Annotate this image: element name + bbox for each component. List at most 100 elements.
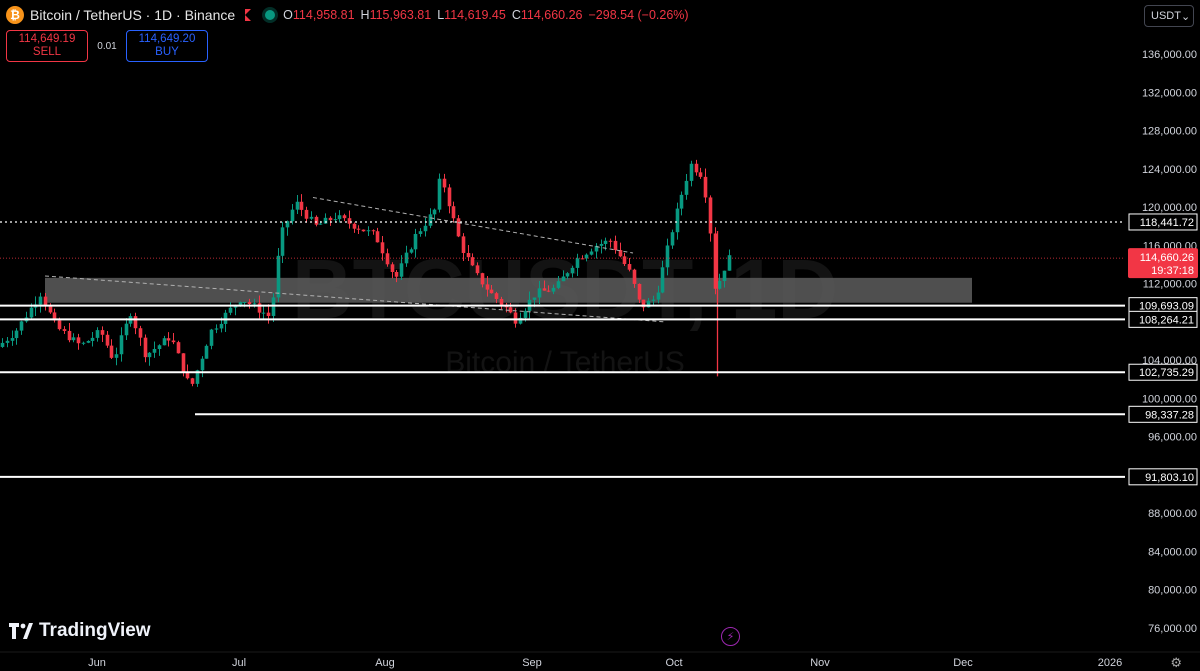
- candle-body: [489, 289, 494, 294]
- candle-body: [162, 338, 167, 346]
- candle-body: [437, 178, 442, 210]
- candle-body: [76, 337, 81, 344]
- candle-body: [622, 256, 627, 265]
- candle-body: [266, 312, 271, 316]
- gear-icon[interactable]: ⚙: [1170, 655, 1182, 670]
- candle-body: [257, 303, 262, 313]
- candle-body: [546, 290, 551, 292]
- price-tick-label: 80,000.00: [1148, 585, 1197, 597]
- currency-value: USDT: [1151, 10, 1181, 22]
- candle-body: [447, 187, 452, 207]
- candle-body: [627, 264, 632, 270]
- candle-body: [138, 328, 143, 338]
- time-tick-label: 2026: [1098, 657, 1122, 669]
- candle-body: [81, 342, 86, 344]
- market-open-status-icon: [265, 10, 276, 20]
- candle-body: [409, 249, 414, 253]
- candle-body: [713, 233, 718, 289]
- candle-body: [119, 335, 124, 355]
- flag-icon[interactable]: [245, 9, 252, 21]
- candle-body: [394, 271, 399, 277]
- candle-body: [532, 297, 537, 300]
- candle-body: [499, 298, 504, 305]
- candle-body: [594, 245, 599, 252]
- candle-body: [551, 287, 556, 292]
- sell-button[interactable]: 114,649.19 SELL: [6, 30, 88, 62]
- tradingview-logo[interactable]: TradingView: [9, 620, 151, 642]
- candle-body: [171, 340, 176, 343]
- candle-body: [19, 321, 24, 331]
- candle-body: [565, 273, 570, 277]
- candle-body: [214, 328, 219, 330]
- candle-body: [366, 230, 371, 232]
- candle-body: [670, 232, 675, 246]
- current-price-label: 114,660.26: [1140, 252, 1194, 264]
- time-tick-label: Oct: [665, 657, 682, 669]
- price-tick-label: 136,000.00: [1142, 49, 1197, 61]
- candle-body: [523, 310, 528, 318]
- candle-body: [200, 358, 205, 371]
- candle-body: [679, 194, 684, 209]
- candle-body: [100, 330, 105, 335]
- candle-body: [413, 233, 418, 250]
- bitcoin-icon: ₿: [6, 6, 24, 24]
- level-label: 108,264.21: [1139, 314, 1194, 326]
- candle-body: [252, 303, 257, 305]
- candle-body: [14, 330, 19, 339]
- candle-body: [380, 242, 385, 254]
- buy-label: BUY: [155, 46, 179, 58]
- candle-body: [157, 345, 162, 350]
- candle-body: [428, 214, 433, 226]
- level-label: 91,803.10: [1145, 472, 1194, 484]
- candle-body: [295, 201, 300, 210]
- candle-body: [114, 354, 119, 358]
- candle-body: [646, 300, 651, 308]
- candle-body: [675, 208, 680, 233]
- candle-body: [651, 299, 656, 301]
- candle-body: [0, 342, 5, 347]
- candle-body: [698, 172, 703, 177]
- buy-button[interactable]: 114,649.20 BUY: [126, 30, 208, 62]
- open-key: O: [283, 8, 293, 22]
- level-label-box: [1128, 468, 1198, 486]
- candle-body: [304, 209, 309, 219]
- sell-label: SELL: [32, 46, 62, 58]
- currency-select[interactable]: USDT ⌄: [1144, 5, 1194, 27]
- candle-body: [285, 221, 290, 228]
- time-tick-label: Jun: [88, 657, 106, 669]
- candle-body: [665, 245, 670, 268]
- high-value: 115,963.81: [369, 8, 432, 22]
- candle-body: [181, 353, 186, 372]
- candle-body: [537, 288, 542, 298]
- time-tick-label: Aug: [375, 657, 395, 669]
- candle-body: [660, 267, 665, 293]
- price-tick-label: 100,000.00: [1142, 393, 1197, 405]
- price-tick-label: 128,000.00: [1142, 126, 1197, 138]
- candle-body: [105, 334, 110, 346]
- low-value: 114,619.45: [444, 8, 506, 22]
- candle-body: [375, 231, 380, 243]
- chevron-down-icon: ⌄: [1180, 10, 1191, 23]
- candle-body: [71, 337, 76, 341]
- candle-body: [637, 283, 642, 300]
- candle-body: [485, 284, 490, 290]
- low-key: L: [437, 8, 445, 22]
- candle-body: [580, 258, 585, 260]
- price-tick-label: 124,000.00: [1142, 164, 1197, 176]
- candle-body: [480, 273, 485, 285]
- candle-body: [314, 216, 319, 225]
- candle-body: [271, 297, 276, 316]
- candle-body: [390, 264, 395, 272]
- price-tick-label: 120,000.00: [1142, 202, 1197, 214]
- candle-body: [62, 329, 67, 331]
- candle-body: [694, 163, 699, 173]
- lightning-icon[interactable]: ⚡: [721, 627, 740, 646]
- buy-price: 114,649.20: [138, 33, 196, 45]
- candle-body: [432, 209, 437, 215]
- candle-body: [124, 323, 129, 336]
- current-price-box: [1128, 248, 1198, 279]
- candle-body: [466, 252, 471, 258]
- symbol-title[interactable]: Bitcoin / TetherUS · 1D · Binance: [30, 7, 236, 23]
- candle-body: [608, 240, 613, 242]
